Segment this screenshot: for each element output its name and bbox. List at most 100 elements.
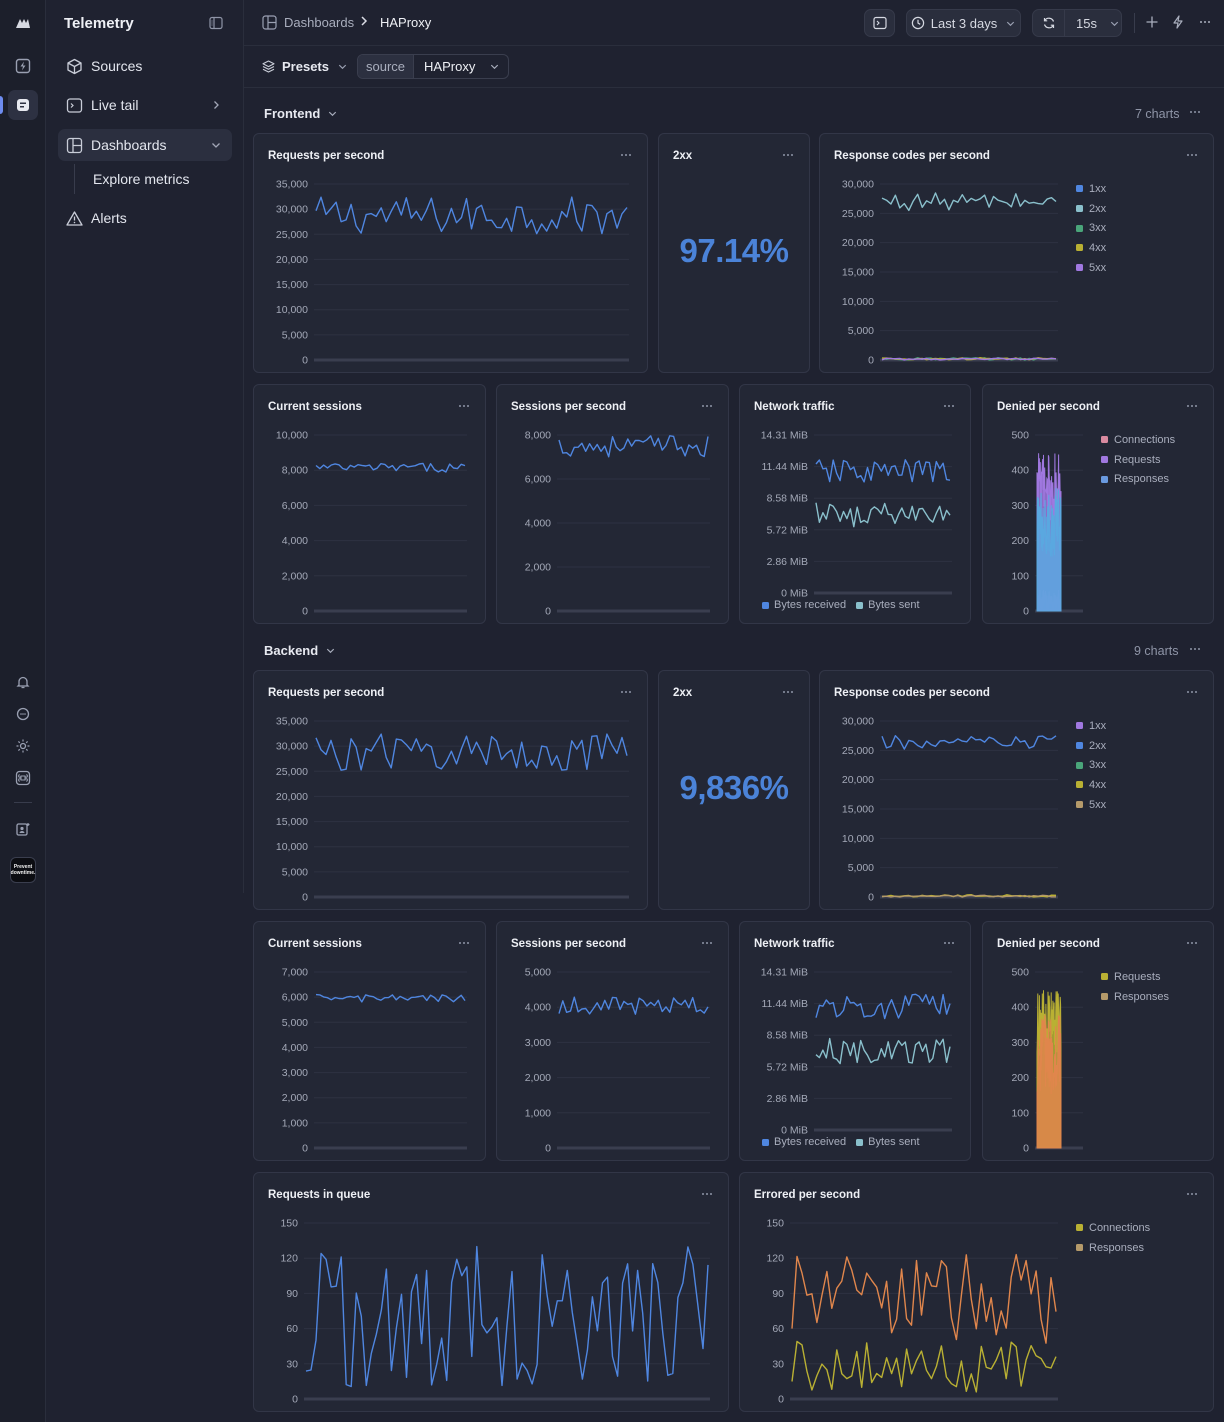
panel-more-icon[interactable] <box>1185 1188 1199 1200</box>
legend-item[interactable]: 1xx <box>1076 179 1106 199</box>
command-icon[interactable] <box>8 763 38 793</box>
chart-legend: Connections Responses <box>1076 1218 1150 1257</box>
legend-item[interactable]: Responses <box>1101 469 1175 489</box>
legend-item[interactable]: Bytes received <box>762 1136 846 1148</box>
panel-more-icon[interactable] <box>1185 149 1199 161</box>
more-icon[interactable] <box>1198 15 1212 29</box>
y-tick-label: 30,000 <box>276 204 308 216</box>
bell-icon[interactable] <box>8 667 38 697</box>
section-more-icon[interactable] <box>1188 642 1202 656</box>
legend-item[interactable]: Bytes received <box>762 599 846 611</box>
panel-more-icon[interactable] <box>942 937 956 949</box>
sidebar-subtree-line <box>74 164 75 194</box>
panel-title: Errored per second <box>754 1189 861 1201</box>
sidebar-item-sources[interactable]: Sources <box>58 50 232 82</box>
filter-bar: Presets source HAProxy <box>244 46 1224 88</box>
legend-item[interactable]: 5xx <box>1076 258 1106 278</box>
time-range-select[interactable]: Last 3 days <box>906 9 1021 37</box>
chart-legend: Bytes received Bytes sent <box>762 599 930 611</box>
legend-item[interactable]: 5xx <box>1076 795 1106 815</box>
series-line-2xx <box>881 735 1057 750</box>
panel-more-icon[interactable] <box>781 149 795 161</box>
sidebar-item-label: Live tail <box>91 97 139 113</box>
legend-item[interactable]: 3xx <box>1076 755 1106 775</box>
legend-item[interactable]: 3xx <box>1076 218 1106 238</box>
panel-more-icon[interactable] <box>700 1188 714 1200</box>
sidebar-item-alerts[interactable]: Alerts <box>58 202 232 234</box>
panel-more-icon[interactable] <box>781 686 795 698</box>
y-tick-label: 4,000 <box>282 535 308 547</box>
lightning-icon[interactable] <box>1171 15 1185 29</box>
y-tick-label: 5,000 <box>848 325 874 337</box>
legend-label: Responses <box>1114 990 1170 1003</box>
legend-item[interactable]: 4xx <box>1076 775 1106 795</box>
legend-item[interactable]: Connections <box>1101 430 1175 450</box>
panel-more-icon[interactable] <box>942 400 956 412</box>
y-tick-label: 6,000 <box>525 474 551 486</box>
series-line-responses <box>791 1340 1057 1393</box>
source-filter[interactable]: source HAProxy <box>357 54 510 79</box>
legend-item[interactable]: Requests <box>1101 967 1169 987</box>
refresh-interval-select[interactable]: 15s <box>1032 9 1122 37</box>
theme-sun-icon[interactable] <box>8 731 38 761</box>
y-tick-label: 11.44 MiB <box>762 461 809 473</box>
presets-dropdown[interactable]: Presets <box>262 59 355 74</box>
legend-item[interactable]: 2xx <box>1076 199 1106 219</box>
panel-more-icon[interactable] <box>700 937 714 949</box>
logo-icon[interactable] <box>8 8 38 38</box>
y-tick-label: 10,000 <box>842 296 874 308</box>
sidebar-item-explore-metrics[interactable]: Explore metrics <box>82 163 232 195</box>
refresh-button[interactable] <box>1033 10 1065 36</box>
y-tick-label: 8,000 <box>282 465 308 477</box>
y-tick-label: 5,000 <box>525 967 551 979</box>
breadcrumb-dashboards[interactable]: Dashboards <box>284 15 355 30</box>
panel-more-icon[interactable] <box>619 686 633 698</box>
panel-more-icon[interactable] <box>1185 686 1199 698</box>
legend-item[interactable]: Connections <box>1076 1218 1150 1238</box>
source-filter-value[interactable]: HAProxy <box>414 55 508 78</box>
terminal-button[interactable] <box>864 9 895 37</box>
chat-icon[interactable] <box>8 699 38 729</box>
uptime-icon[interactable] <box>8 51 38 81</box>
panel-more-icon[interactable] <box>619 149 633 161</box>
legend-item[interactable]: Responses <box>1076 1238 1150 1258</box>
y-tick-label: 3,000 <box>282 1067 308 1079</box>
panel-title: Current sessions <box>268 938 362 950</box>
legend-item[interactable]: 2xx <box>1076 736 1106 756</box>
telemetry-icon[interactable] <box>8 90 38 120</box>
y-tick-label: 15,000 <box>842 804 874 816</box>
y-tick-label: 15,000 <box>842 267 874 279</box>
y-tick-label: 11.44 MiB <box>762 998 809 1010</box>
collapse-sidebar-icon[interactable] <box>209 16 223 30</box>
legend-item[interactable]: Requests <box>1101 450 1175 470</box>
add-icon[interactable] <box>1145 15 1159 29</box>
section-chart-count: 7 charts <box>1135 107 1180 121</box>
chart-panel-denied-per-second: Denied per second 500 400 300 200 100 0 Connect… <box>982 384 1214 624</box>
refresh-icon <box>1043 17 1054 29</box>
panel-more-icon[interactable] <box>457 400 471 412</box>
user-add-icon[interactable] <box>8 814 38 844</box>
panel-more-icon[interactable] <box>700 400 714 412</box>
panel-more-icon[interactable] <box>457 937 471 949</box>
sidebar-item-dashboards[interactable]: Dashboards <box>58 129 232 161</box>
panel-more-icon[interactable] <box>1185 937 1199 949</box>
chevron-down-icon <box>329 111 337 117</box>
legend-item[interactable]: 1xx <box>1076 716 1106 736</box>
y-tick-label: 5.72 MiB <box>767 1061 808 1073</box>
section-more-icon[interactable] <box>1188 105 1202 119</box>
sidebar-item-live-tail[interactable]: Live tail <box>58 89 232 121</box>
y-tick-label: 100 <box>1011 1107 1029 1119</box>
legend-item[interactable]: Bytes sent <box>856 599 920 611</box>
section-backend-toggle[interactable]: Backend <box>264 643 336 658</box>
panel-more-icon[interactable] <box>1185 400 1199 412</box>
y-tick-label: 30 <box>772 1358 784 1370</box>
avatar[interactable]: Prevent downtime. <box>10 857 36 883</box>
legend-item[interactable]: Responses <box>1101 987 1169 1007</box>
y-tick-label: 15,000 <box>276 279 308 291</box>
legend-label: Bytes received <box>774 1136 847 1148</box>
legend-item[interactable]: Bytes sent <box>856 1136 920 1148</box>
legend-item[interactable]: 4xx <box>1076 238 1106 258</box>
presets-label: Presets <box>282 59 329 74</box>
section-frontend-toggle[interactable]: Frontend <box>264 106 338 121</box>
chart-panel-network-traffic: Network traffic 14.31 MiB 11.44 MiB 8.58 Mi… <box>739 384 971 624</box>
